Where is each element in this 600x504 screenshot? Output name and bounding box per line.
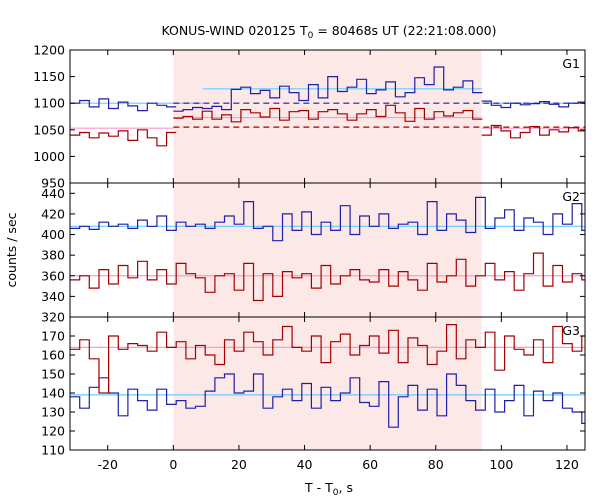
shaded-burst-interval — [173, 50, 482, 450]
x-tick-label: 20 — [231, 457, 247, 472]
plot-layer: 95010001050110011501200G1320340360380400… — [33, 43, 586, 472]
y-tick-label: 1050 — [33, 122, 65, 137]
y-tick-label: 400 — [41, 227, 65, 242]
y-tick-label: 1200 — [33, 43, 65, 58]
series-red-pre — [70, 129, 177, 147]
x-tick-label: 0 — [169, 457, 177, 472]
series-blue-post — [481, 100, 585, 109]
y-tick-label: 1100 — [33, 96, 65, 111]
burst-series-red — [173, 104, 483, 123]
y-tick-label: 1150 — [33, 69, 65, 84]
y-tick-label: 150 — [41, 367, 65, 382]
series-red — [70, 324, 585, 394]
y-tick-label: 130 — [41, 405, 65, 420]
y-tick-label: 320 — [41, 310, 65, 325]
panel-frame — [69, 316, 586, 451]
y-tick-label: 140 — [41, 386, 65, 401]
panel-label: G3 — [562, 323, 580, 338]
burst-series-blue — [173, 66, 483, 112]
panel-plot-area — [70, 324, 585, 428]
y-tick-label: 420 — [41, 206, 65, 221]
y-tick-label: 380 — [41, 248, 65, 263]
panel-plot-area — [70, 66, 585, 147]
chart-title-sub: 0 — [308, 31, 314, 41]
x-axis-label-main: T - T — [304, 480, 333, 495]
chart-title: KONUS-WIND 020125 T0 = 80468s UT (22:21:… — [161, 23, 496, 41]
x-tick-label: 100 — [489, 457, 513, 472]
panel-g2: 320 340 360 380 400 420 440 G2 — [41, 182, 586, 325]
y-tick-label: 340 — [41, 289, 65, 304]
x-tick-label: 60 — [362, 457, 378, 472]
series-blue-pre — [70, 98, 177, 112]
y-tick-label: 1000 — [33, 149, 65, 164]
y-tick-label: 120 — [41, 424, 65, 439]
x-tick-label: 40 — [297, 457, 313, 472]
y-tick-label: 160 — [41, 348, 65, 363]
x-axis-label: T - T0, s — [304, 480, 353, 498]
series-blue — [70, 373, 585, 428]
chart-title-main: KONUS-WIND 020125 T — [161, 23, 307, 38]
panel-label: G1 — [562, 56, 580, 71]
y-tick-label: 170 — [41, 329, 65, 344]
x-tick-label: -20 — [98, 457, 118, 472]
panel-plot-area — [70, 196, 585, 302]
y-tick-label: 110 — [41, 443, 65, 458]
panel-label: G2 — [562, 189, 580, 204]
series-red — [70, 252, 585, 302]
y-tick-label: 360 — [41, 268, 65, 283]
y-tick-label: 440 — [41, 186, 65, 201]
y-tick-label: 950 — [41, 176, 65, 191]
chart-title-rest: = 80468s UT (22:21:08.000) — [313, 23, 496, 38]
panel-g1: 950 1000 1050 1100 1150 1200 G1 — [33, 43, 586, 191]
x-axis-label-sub: 0 — [333, 488, 339, 498]
x-tick-label: 120 — [555, 457, 579, 472]
x-axis-label-rest: , s — [339, 480, 353, 495]
series-blue — [70, 196, 585, 242]
x-tick-label: 80 — [428, 457, 444, 472]
y-axis-label: counts / sec — [4, 212, 19, 287]
panel-g3: 110 120 130 140 150 160 170 G3 — [41, 316, 586, 458]
